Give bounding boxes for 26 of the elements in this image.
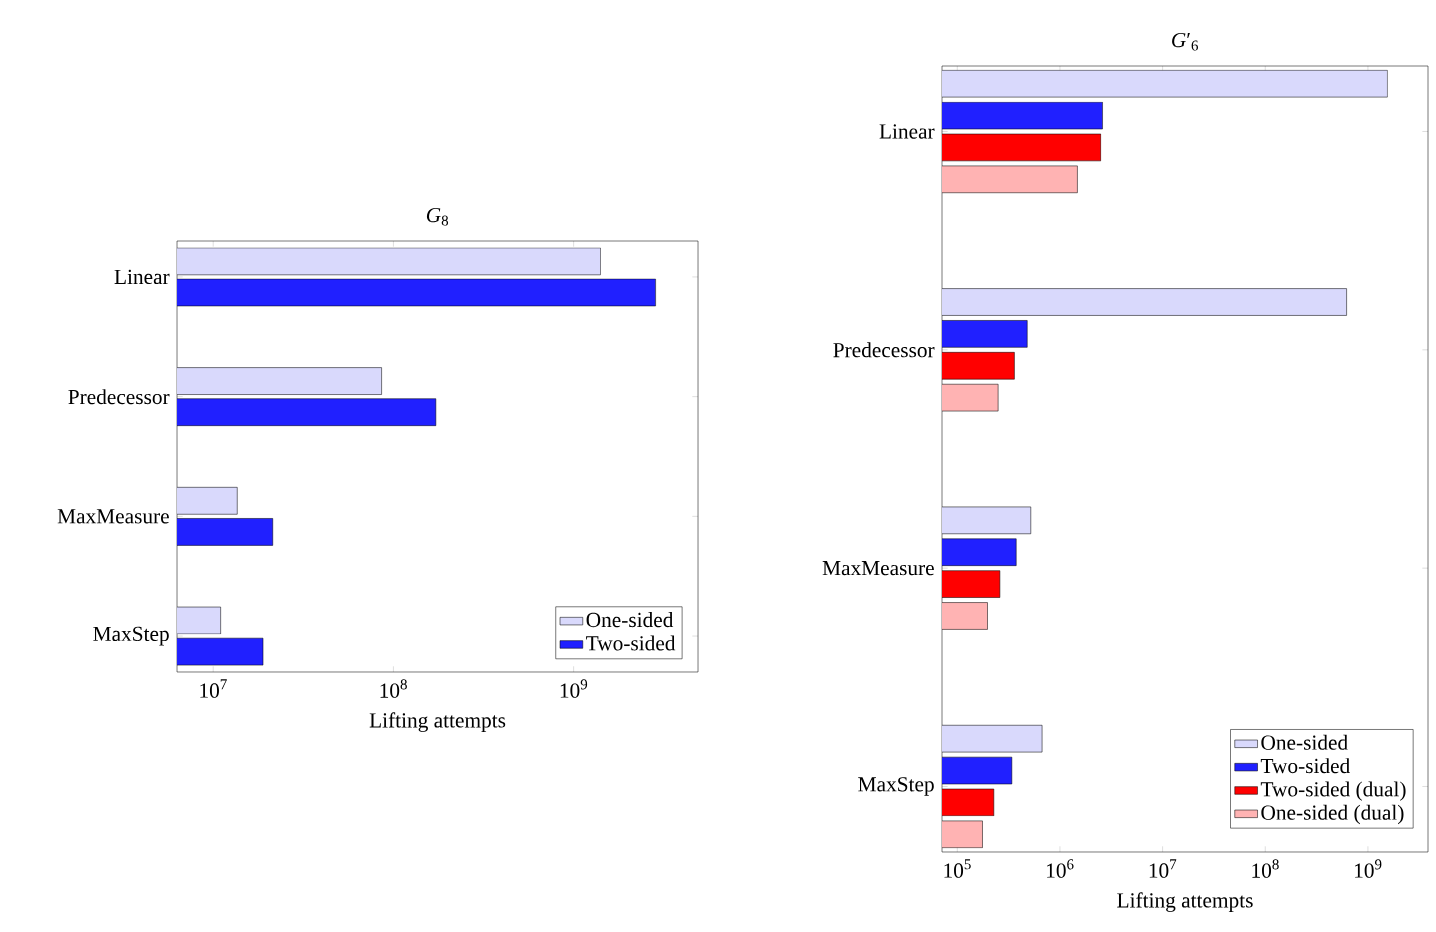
- y-tick-label: Linear: [879, 124, 935, 139]
- chart-title: G$_{8}$: [426, 207, 449, 226]
- legend-label: Two-sided (dual): [1260, 781, 1406, 801]
- x-tick-label: 10$^{9}$: [1355, 859, 1382, 878]
- x-tick-label: 10$^{7}$: [1149, 859, 1177, 878]
- x-tick-label: 10$^{6}$: [1047, 859, 1074, 878]
- x-tick-label: 10$^{7}$: [200, 679, 227, 698]
- legend-label: One-sided: [1261, 734, 1348, 750]
- y-tick-label: MaxStep: [93, 626, 169, 646]
- y-tick-label: MaxStep: [858, 777, 934, 796]
- legend-label: One-sided (dual): [1261, 804, 1404, 825]
- legend-label: Two-sided: [586, 635, 676, 651]
- y-tick-label: Predecessor: [68, 389, 170, 405]
- legend-label: Two-sided: [1260, 758, 1350, 774]
- chart-title: G′$_{6}$: [1172, 32, 1198, 51]
- x-axis-title: Lifting attempts: [1117, 892, 1253, 912]
- x-tick-label: 10$^{5}$: [944, 859, 971, 878]
- legend-label: One-sided: [586, 612, 674, 628]
- x-tick-label: 10$^{8}$: [380, 679, 407, 698]
- x-tick-label: 10$^{8}$: [1252, 859, 1279, 878]
- y-tick-label: MaxMeasure: [822, 561, 934, 576]
- x-axis-title: Lifting attempts: [369, 712, 506, 732]
- y-tick-label: Predecessor: [833, 342, 935, 358]
- x-tick-label: 10$^{9}$: [560, 679, 588, 698]
- y-tick-label: Linear: [114, 269, 170, 285]
- y-tick-label: MaxMeasure: [57, 509, 169, 524]
